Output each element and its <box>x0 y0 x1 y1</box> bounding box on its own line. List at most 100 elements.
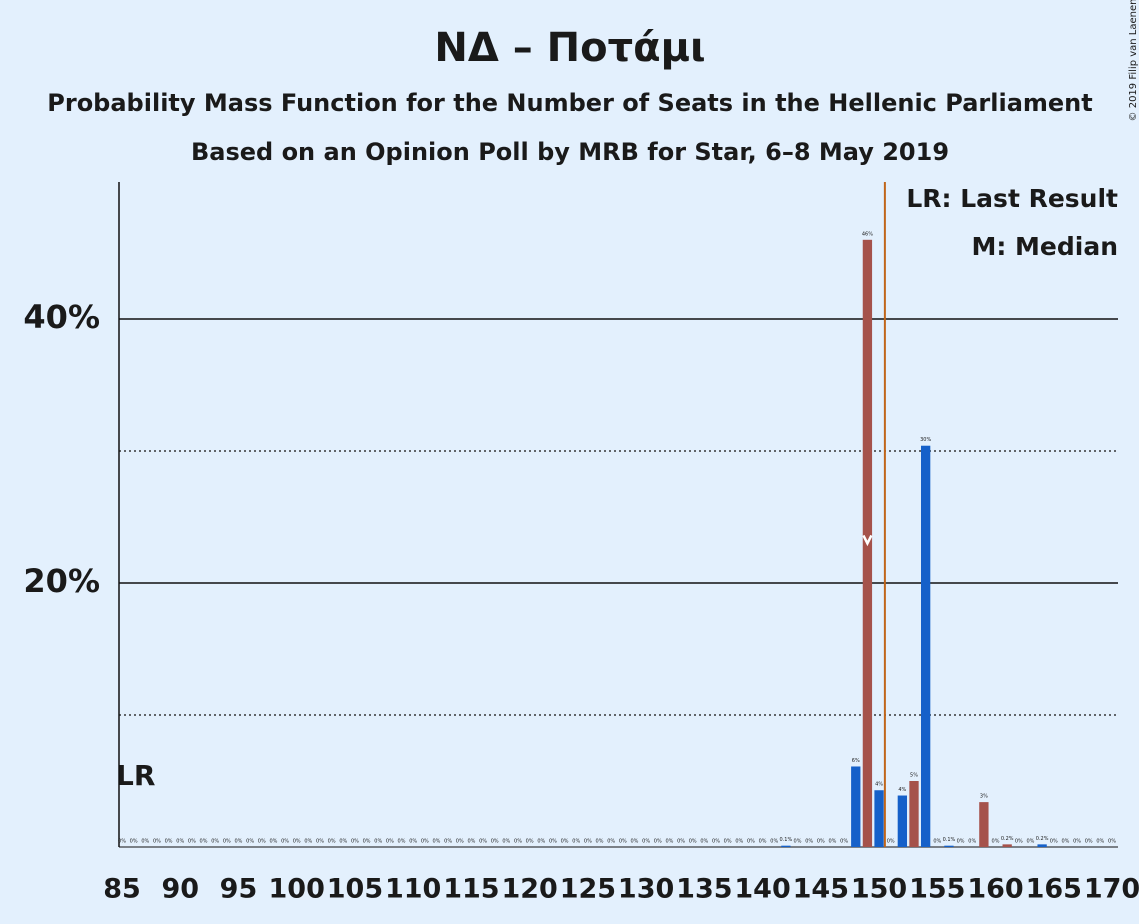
x-tick-label: 145 <box>793 874 849 905</box>
value-label: 0% <box>269 839 277 845</box>
value-label: 0% <box>1015 839 1023 845</box>
x-tick-label: 165 <box>1026 874 1082 905</box>
legend-note: M: Median <box>971 232 1118 261</box>
value-label: 0% <box>735 839 743 845</box>
x-tick-label: 125 <box>560 874 616 905</box>
value-label: 0% <box>654 839 662 845</box>
value-label: 0% <box>526 839 534 845</box>
value-label: 0% <box>933 839 941 845</box>
value-label: 0% <box>339 839 347 845</box>
value-label: 0% <box>293 839 301 845</box>
value-label: 0% <box>316 839 324 845</box>
value-label: 30% <box>920 437 931 443</box>
value-label: 6% <box>852 758 860 764</box>
value-label: 0% <box>188 839 196 845</box>
value-label: 0% <box>561 839 569 845</box>
value-label: 0% <box>957 839 965 845</box>
value-label: 0% <box>665 839 673 845</box>
y-tick-label: 20% <box>23 562 100 600</box>
value-label: 0% <box>421 839 429 845</box>
bar <box>1002 844 1012 847</box>
value-label: 0% <box>118 839 126 845</box>
value-label: 0% <box>747 839 755 845</box>
value-label: 0% <box>1108 839 1116 845</box>
bar <box>909 781 919 847</box>
x-tick-label: 150 <box>851 874 907 905</box>
value-label: 4% <box>898 787 906 793</box>
value-label: 0% <box>304 839 312 845</box>
value-label: 0% <box>607 839 615 845</box>
bar <box>781 845 791 847</box>
value-label: 0% <box>689 839 697 845</box>
chart-title: ΝΔ – Ποτάμι <box>434 25 705 71</box>
value-label: 0% <box>794 839 802 845</box>
bar <box>874 790 884 847</box>
value-label: 0% <box>258 839 266 845</box>
value-label: 0% <box>642 839 650 845</box>
value-label: 0% <box>712 839 720 845</box>
chart-subtitle: Probability Mass Function for the Number… <box>47 89 1092 117</box>
value-label: 0% <box>700 839 708 845</box>
x-tick-label: 135 <box>676 874 732 905</box>
value-label: 0% <box>433 839 441 845</box>
value-label: 0% <box>211 839 219 845</box>
value-label: 0% <box>1050 839 1058 845</box>
median-marker <box>862 534 873 547</box>
value-label: 0% <box>165 839 173 845</box>
value-label: 0% <box>130 839 138 845</box>
value-label: 0% <box>374 839 382 845</box>
value-label: 0% <box>1027 839 1035 845</box>
x-tick-label: 160 <box>967 874 1023 905</box>
value-label: 0% <box>805 839 813 845</box>
value-label: 0% <box>176 839 184 845</box>
bar <box>1037 844 1047 847</box>
value-label: 0% <box>491 839 499 845</box>
value-label: 0% <box>759 839 767 845</box>
bar <box>979 802 989 847</box>
value-label: 0% <box>479 839 487 845</box>
value-label: 0% <box>829 839 837 845</box>
x-tick-label: 90 <box>161 874 199 905</box>
value-label: 0% <box>351 839 359 845</box>
value-label: 0% <box>200 839 208 845</box>
value-label: 0% <box>596 839 604 845</box>
credit: © 2019 Filip van Laenen <box>1128 0 1139 121</box>
x-tick-label: 140 <box>734 874 790 905</box>
x-tick-label: 85 <box>103 874 141 905</box>
value-label: 0.1% <box>780 837 793 843</box>
value-label: 0% <box>631 839 639 845</box>
value-label: 0% <box>409 839 417 845</box>
value-label: 0% <box>770 839 778 845</box>
value-label: 0% <box>444 839 452 845</box>
x-tick-label: 130 <box>618 874 674 905</box>
value-label: 0% <box>235 839 243 845</box>
bar <box>851 766 861 847</box>
value-label: 0% <box>817 839 825 845</box>
chart-subtitle: Based on an Opinion Poll by MRB for Star… <box>191 138 949 166</box>
x-tick-label: 115 <box>443 874 499 905</box>
value-label: 0% <box>1096 839 1104 845</box>
value-label: 0% <box>223 839 231 845</box>
value-label: 0% <box>502 839 510 845</box>
value-label: 0% <box>724 839 732 845</box>
x-tick-label: 105 <box>327 874 383 905</box>
bar <box>920 445 931 847</box>
bar <box>897 795 908 847</box>
value-label: 0% <box>328 839 336 845</box>
value-label: 0% <box>619 839 627 845</box>
value-label: 0% <box>398 839 406 845</box>
value-label: 3% <box>980 794 988 800</box>
legend-note: LR: Last Result <box>906 184 1118 213</box>
value-label: 0% <box>456 839 464 845</box>
value-label: 0% <box>246 839 254 845</box>
value-label: 0% <box>1061 839 1069 845</box>
value-label: 0% <box>572 839 580 845</box>
value-label: 0% <box>840 839 848 845</box>
value-label: 0% <box>968 839 976 845</box>
value-label: 4% <box>875 782 883 788</box>
value-label: 0.1% <box>943 837 956 843</box>
x-tick-label: 155 <box>909 874 965 905</box>
value-label: 0% <box>584 839 592 845</box>
